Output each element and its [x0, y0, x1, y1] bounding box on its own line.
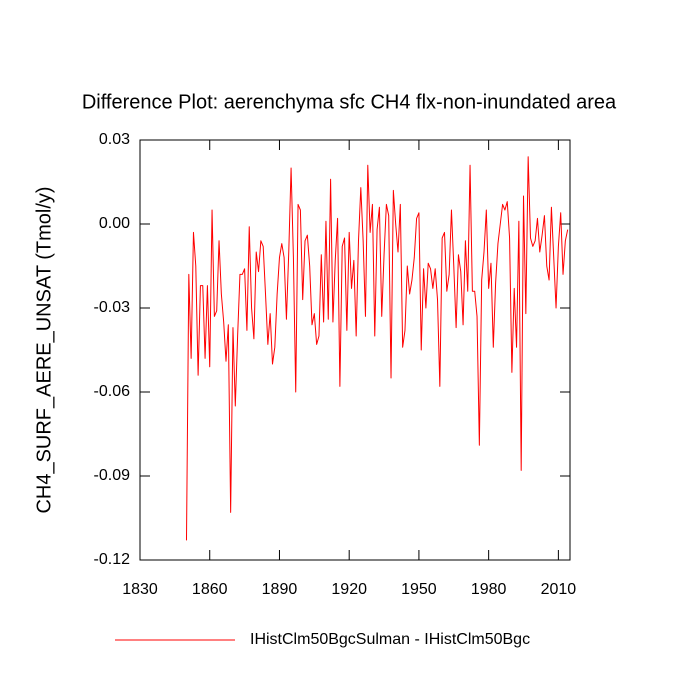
plot-frame [139, 139, 571, 561]
x-tick-label: 2010 [541, 581, 577, 598]
y-tick-label: -0.06 [94, 383, 131, 400]
y-tick-label: -0.03 [94, 299, 131, 316]
y-axis-label: CH4_SURF_AERE_UNSAT (Tmol/y) [33, 186, 55, 513]
data-line [185, 156, 569, 541]
x-tick-label: 1950 [401, 581, 437, 598]
x-tick-label: 1860 [192, 581, 228, 598]
x-tick-label: 1890 [262, 581, 298, 598]
y-tick-label: 0.03 [99, 131, 130, 148]
x-tick-label: 1980 [471, 581, 507, 598]
x-tick-label: 1830 [122, 581, 158, 598]
y-tick-label: -0.09 [94, 467, 131, 484]
legend-label: IHistClm50BgcSulman - IHistClm50Bgc [250, 631, 530, 648]
y-tick-label: -0.12 [94, 551, 131, 568]
chart-title: Difference Plot: aerenchyma sfc CH4 flx-… [82, 91, 617, 113]
y-tick-label: 0.00 [99, 215, 130, 232]
x-tick-label: 1920 [331, 581, 367, 598]
